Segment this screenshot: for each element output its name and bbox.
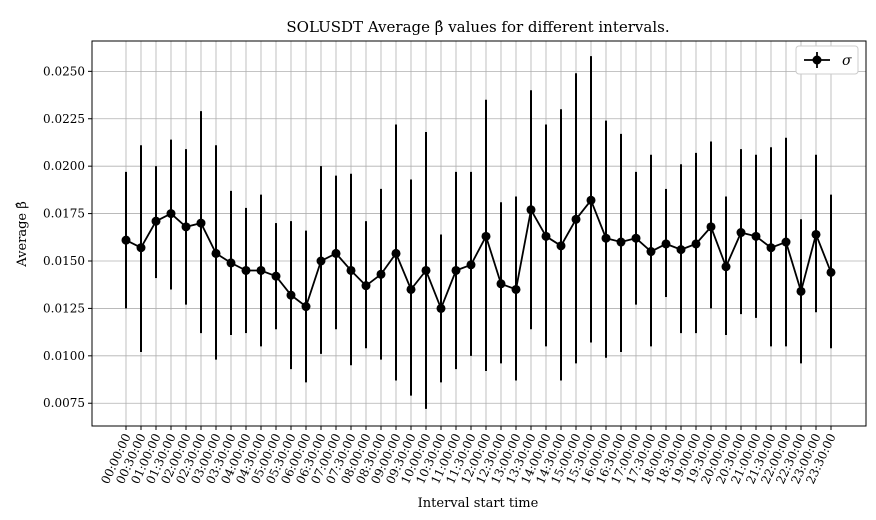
data-point — [226, 258, 236, 268]
data-point — [181, 222, 191, 232]
data-point — [826, 267, 836, 277]
data-point — [451, 265, 461, 275]
y-tick-label: 0.0075 — [43, 396, 85, 410]
plot-frame — [91, 40, 867, 427]
data-point — [391, 248, 401, 258]
data-point — [646, 247, 656, 257]
y-tick-label: 0.0100 — [43, 349, 85, 363]
data-point — [691, 239, 701, 249]
data-point — [496, 279, 506, 289]
data-point — [406, 284, 416, 294]
data-point — [601, 233, 611, 243]
data-point — [196, 218, 206, 228]
data-point — [121, 235, 131, 245]
data-point — [301, 302, 311, 312]
data-point — [556, 241, 566, 251]
y-tick-label: 0.0125 — [43, 301, 85, 315]
data-point — [631, 233, 641, 243]
data-point — [421, 265, 431, 275]
data-point — [436, 303, 446, 313]
chart-title: SOLUSDT Average β̂ values for different … — [286, 18, 669, 36]
data-point — [361, 281, 371, 291]
grid-lines — [92, 41, 866, 426]
data-point — [751, 231, 761, 241]
data-point — [376, 269, 386, 279]
data-point — [286, 290, 296, 300]
data-point — [661, 239, 671, 249]
data-point — [211, 248, 221, 258]
x-axis-ticks: 00:00:0000:30:0001:00:0001:30:0002:00:00… — [98, 426, 839, 486]
data-point — [316, 256, 326, 266]
data-point — [346, 265, 356, 275]
data-point — [706, 222, 716, 232]
legend-marker — [812, 55, 822, 65]
data-point — [676, 245, 686, 255]
y-tick-label: 0.0225 — [43, 112, 85, 126]
data-point — [736, 228, 746, 238]
y-tick-label: 0.0250 — [43, 64, 85, 78]
data-point — [166, 209, 176, 219]
data-point — [586, 195, 596, 205]
data-point — [511, 284, 521, 294]
data-point — [721, 262, 731, 272]
data-point — [136, 243, 146, 253]
y-tick-label: 0.0150 — [43, 254, 85, 268]
y-axis-ticks: 0.0075 0.0100 0.0125 0.0150 0.0175 0.0200 0.02… — [43, 64, 92, 410]
data-point — [541, 231, 551, 241]
y-tick-label: 0.0200 — [43, 159, 85, 173]
series-markers — [121, 195, 836, 313]
data-point — [796, 286, 806, 296]
data-point — [526, 205, 536, 215]
data-point — [331, 248, 341, 258]
data-point — [766, 243, 776, 253]
data-point — [271, 271, 281, 281]
data-point — [466, 260, 476, 270]
x-axis-label: Interval start time — [418, 496, 539, 511]
data-point — [781, 237, 791, 247]
legend: σ — [795, 45, 859, 75]
data-point — [811, 229, 821, 239]
y-axis-label: Average β̂ — [15, 201, 30, 268]
data-point — [256, 265, 266, 275]
data-point — [616, 237, 626, 247]
y-tick-label: 0.0175 — [43, 207, 85, 221]
data-point — [241, 265, 251, 275]
data-point — [151, 216, 161, 226]
data-point — [481, 231, 491, 241]
data-point — [571, 214, 581, 224]
legend-label: σ — [842, 53, 852, 69]
